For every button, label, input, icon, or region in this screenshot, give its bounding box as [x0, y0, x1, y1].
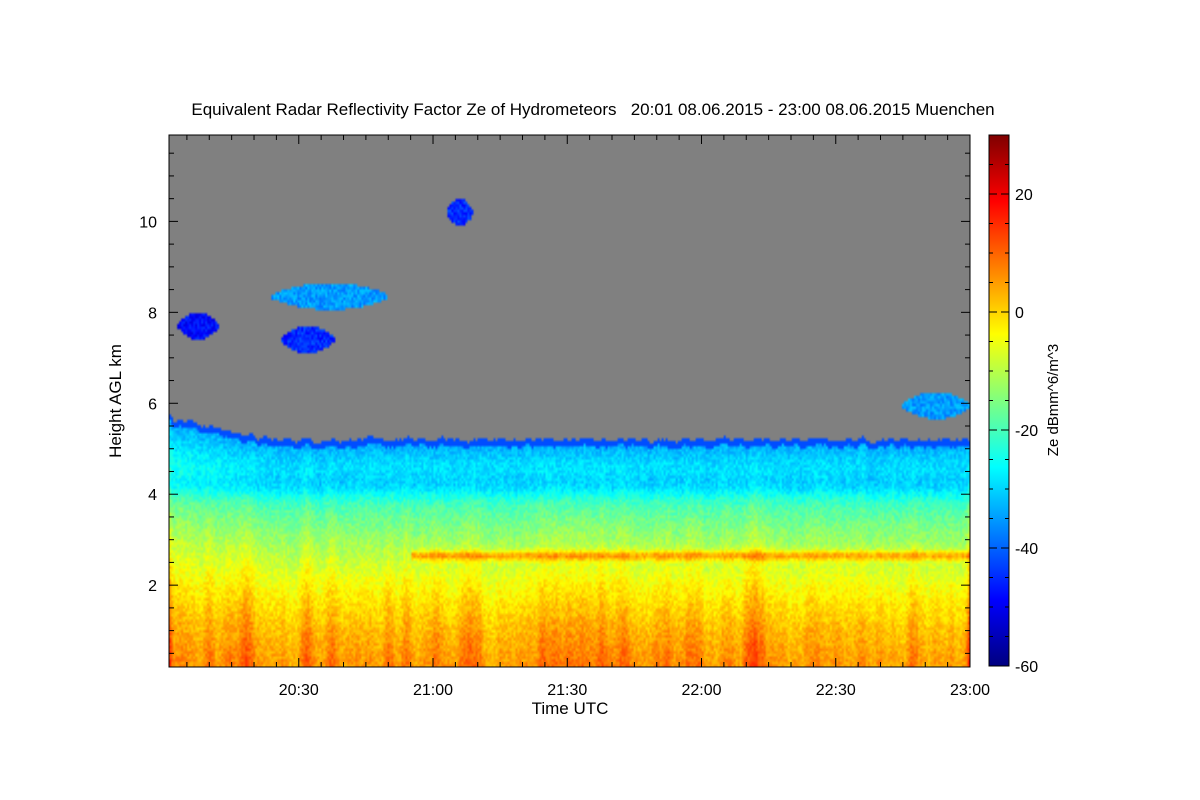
colorbar-tick-label: -60 — [1015, 659, 1038, 676]
y-tick-label: 8 — [148, 305, 157, 322]
colorbar-tick-label: 20 — [1015, 187, 1033, 204]
plot-frame — [168, 134, 971, 668]
x-tick-label: 21:00 — [413, 682, 453, 699]
x-tick-label: 21:30 — [547, 682, 587, 699]
y-axis-ticks: 2 4 6 8 10 — [139, 152, 970, 654]
colorbar-label: Ze dBmm^6/m^3 — [1045, 344, 1062, 456]
colorbar-tick-label: -20 — [1015, 423, 1038, 440]
reflectivity-heatmap — [169, 135, 970, 667]
chart-title: Equivalent Radar Reflectivity Factor Ze … — [191, 100, 994, 119]
colorbar-ticks: 20 0 -20 -40 -60 — [989, 134, 1038, 676]
y-tick-label: 6 — [148, 396, 157, 413]
x-tick-label: 22:00 — [681, 682, 721, 699]
colorbar-tick-label: -40 — [1015, 541, 1038, 558]
x-axis-label: Time UTC — [532, 699, 609, 718]
y-tick-label: 4 — [148, 487, 157, 504]
x-tick-label: 22:30 — [816, 682, 856, 699]
y-axis-label: Height AGL km — [106, 344, 125, 458]
x-axis-ticks: 20:30 21:00 21:30 22:00 22:30 23:00 — [186, 135, 990, 699]
x-tick-label: 20:30 — [279, 682, 319, 699]
colorbar-tick-label: 0 — [1015, 305, 1024, 322]
x-tick-label: 23:00 — [950, 682, 990, 699]
y-tick-label: 10 — [139, 214, 157, 231]
y-tick-label: 2 — [148, 578, 157, 595]
